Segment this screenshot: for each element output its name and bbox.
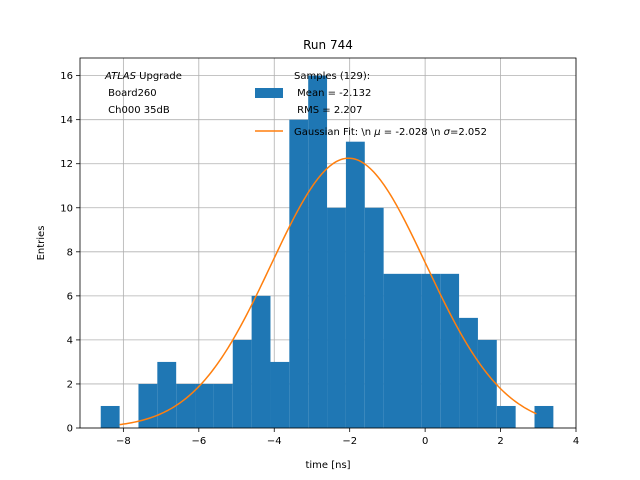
y-tick-label: 0 [67, 424, 73, 435]
y-tick-label: 2 [67, 379, 73, 390]
y-tick-label: 8 [67, 247, 73, 258]
gaussian-fit-curve [119, 157, 537, 426]
legend-fit-prefix: Gaussian Fit: \n [294, 127, 374, 138]
histogram-bar [459, 317, 478, 428]
histogram-bar [327, 207, 346, 428]
legend-histogram-swatch [255, 88, 283, 98]
y-axis-label: Entries [36, 226, 47, 261]
y-tick-label: 4 [67, 335, 73, 346]
legend-rms-label: RMS = 2.207 [294, 105, 362, 116]
histogram-bar [232, 339, 252, 428]
histogram-bar [138, 383, 158, 428]
legend-histogram-label: Samples (129): [294, 71, 370, 82]
x-tick-label: 0 [422, 436, 428, 447]
histogram-bar [364, 207, 384, 428]
histogram-bar [251, 295, 271, 428]
x-tick-label: −4 [267, 436, 282, 447]
plot-frame [79, 57, 577, 429]
histogram-bar [176, 383, 196, 428]
y-tick-label: 12 [60, 159, 73, 170]
annotation-line-3: Ch000 35dB [105, 105, 170, 116]
y-tick-label: 10 [60, 203, 73, 214]
legend-fit-mu-text: = -2.028 \n [381, 127, 444, 138]
y-tick-label: 6 [67, 291, 73, 302]
annotation-upgrade: Upgrade [136, 71, 182, 82]
legend-fit-sigma-symbol: σ [444, 127, 451, 138]
histogram-bar [477, 339, 497, 428]
histogram-bar [270, 361, 290, 428]
histogram-bar [100, 405, 120, 428]
y-axis-ticks: 0 2 4 6 8 10 12 14 16 [60, 71, 80, 435]
histogram-bar [345, 141, 365, 428]
histogram-bar [308, 75, 328, 428]
histogram-bar [383, 273, 403, 428]
legend-fit-mu-symbol: μ [373, 127, 380, 138]
x-axis-label: time [ns] [305, 460, 350, 471]
histogram-bar [195, 383, 214, 428]
histogram-bar [496, 405, 516, 428]
histogram-bar [157, 361, 177, 428]
x-axis-ticks: −8 −6 −4 −2 0 2 4 [116, 428, 579, 447]
annotation-atlas: ATLAS [104, 71, 137, 82]
legend: Samples (129): Mean = -2.132 RMS = 2.207… [255, 71, 487, 138]
legend-fit-sigma-text: =2.052 [450, 127, 487, 138]
y-tick-label: 16 [60, 71, 73, 82]
x-tick-label: 2 [497, 436, 503, 447]
x-tick-label: −2 [342, 436, 357, 447]
histogram-bar [440, 273, 460, 428]
x-tick-label: −8 [116, 436, 131, 447]
histogram-bar [402, 273, 422, 428]
histogram-bar [289, 119, 309, 429]
histogram-bar [421, 273, 441, 428]
legend-mean-label: Mean = -2.132 [294, 88, 371, 99]
annotation-text: ATLAS Upgrade Board260 Ch000 35dB [104, 71, 182, 116]
x-tick-label: 4 [573, 436, 579, 447]
histogram-bars [100, 75, 554, 429]
legend-fit-label: Gaussian Fit: \n μ = -2.028 \n σ=2.052 [294, 127, 487, 138]
chart-title: Run 744 [303, 38, 353, 52]
x-tick-label: −6 [191, 436, 206, 447]
histogram-bar [534, 405, 554, 428]
histogram-bar [213, 383, 233, 428]
y-tick-label: 14 [60, 115, 73, 126]
annotation-line-1: ATLAS Upgrade [104, 71, 182, 82]
annotation-line-2: Board260 [105, 88, 157, 99]
